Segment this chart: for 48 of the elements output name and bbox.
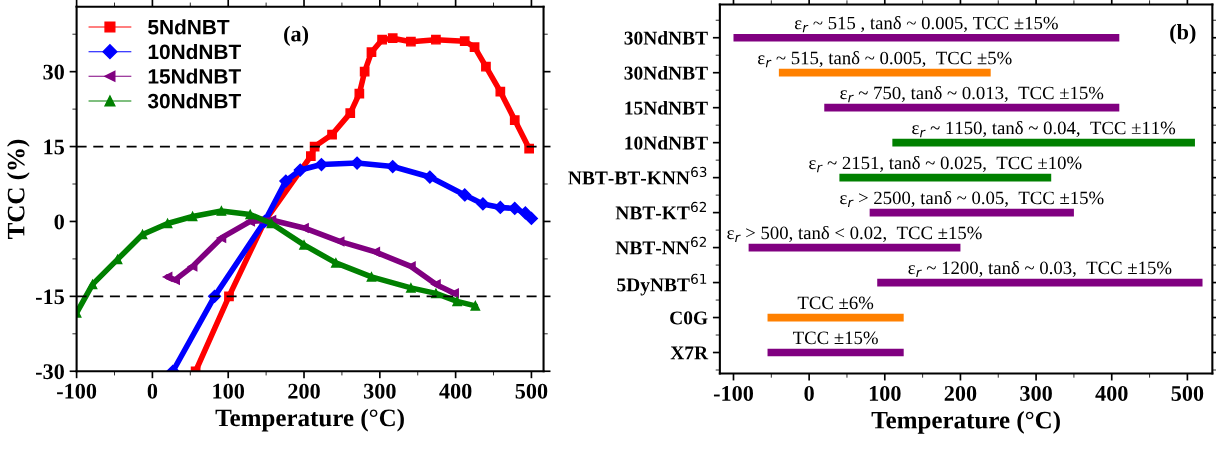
- y-tick-label: NBT-NN$^{62}$: [615, 236, 706, 255]
- y-tick-label: 5DyNBT$^{61}$: [617, 273, 707, 296]
- x-tick-label: 400: [1095, 385, 1128, 401]
- annotation: ε$_{r}$ > 2500, tanδ ~ 0.05, TCC ±15%: [840, 190, 1104, 208]
- x-tick-label: 200: [944, 385, 977, 401]
- y-tick-label: 30NdNBT: [624, 30, 708, 45]
- x-tick-label: 500: [515, 383, 548, 399]
- x-axis-title: Temperature (°C): [871, 411, 1060, 434]
- y-tick-label: 30: [43, 64, 64, 80]
- annotation: ε$_{r}$ ~ 1200, tanδ ~ 0.03, TCC ±15%: [908, 260, 1172, 278]
- x-tick-label: 100: [869, 385, 901, 401]
- y-tick-label: NBT-KT$^{62}$: [615, 201, 707, 220]
- y-tick-label: NBT-BT-KNN$^{63}$: [568, 166, 707, 185]
- x-tick-label: -100: [713, 385, 754, 401]
- x-tick-label: 0: [804, 385, 814, 401]
- annotation: (b): [1170, 23, 1196, 45]
- annotation: ε$_{r}$ ~ 515 , tanδ ~ 0.005, TCC ±15%: [794, 16, 1058, 33]
- x-tick-label: 300: [363, 383, 396, 399]
- annotation: ε$_{r}$ ~ 1150, tanδ ~ 0.04, TCC ±11%: [912, 120, 1176, 138]
- y-tick-label: 10NdNBT: [625, 135, 708, 150]
- y-tick-label: 0: [54, 214, 64, 230]
- y-tick-label: X7R: [670, 346, 709, 360]
- annotation: TCC ±6%: [797, 296, 874, 310]
- x-axis-title: Temperature (°C): [215, 408, 404, 432]
- x-tick-label: 100: [213, 383, 245, 399]
- x-tick-label: -100: [57, 383, 97, 399]
- legend-label: 15NdNBT: [148, 68, 241, 84]
- x-tick-label: 400: [439, 383, 472, 399]
- annotation: ε$_{r}$ ~ 515, tanδ ~ 0.005, TCC ±5%: [758, 51, 1012, 68]
- y-tick-label: -30: [35, 364, 64, 380]
- annotation: ε$_{r}$ > 500, tanδ < 0.02, TCC ±15%: [727, 225, 982, 243]
- x-tick-label: 300: [1020, 385, 1052, 401]
- x-tick-label: 0: [147, 383, 158, 399]
- annotation: ε$_{r}$ ~ 750, tanδ ~ 0.013, TCC ±15%: [840, 86, 1104, 103]
- annotation: (a): [284, 25, 309, 46]
- y-tick-label: 15: [44, 139, 64, 155]
- annotation: ε$_{r}$ ~ 2151, tanδ ~ 0.025, TCC ±10%: [809, 155, 1082, 173]
- y-tick-label: -15: [35, 289, 64, 305]
- y-tick-label: 15NdNBT: [625, 100, 708, 115]
- x-tick-label: 200: [288, 383, 320, 399]
- y-tick-label: 30NdNBT: [624, 65, 708, 80]
- x-tick-label: 500: [1171, 385, 1204, 401]
- legend-label: 30NdNBT: [147, 93, 241, 109]
- legend-label: 10NdNBT: [148, 43, 241, 60]
- annotation: TCC ±15%: [793, 331, 878, 345]
- y-axis-title: TCC (%): [6, 139, 30, 239]
- legend-label: 5NdNBT: [148, 19, 230, 35]
- y-tick-label: C0G: [670, 311, 708, 325]
